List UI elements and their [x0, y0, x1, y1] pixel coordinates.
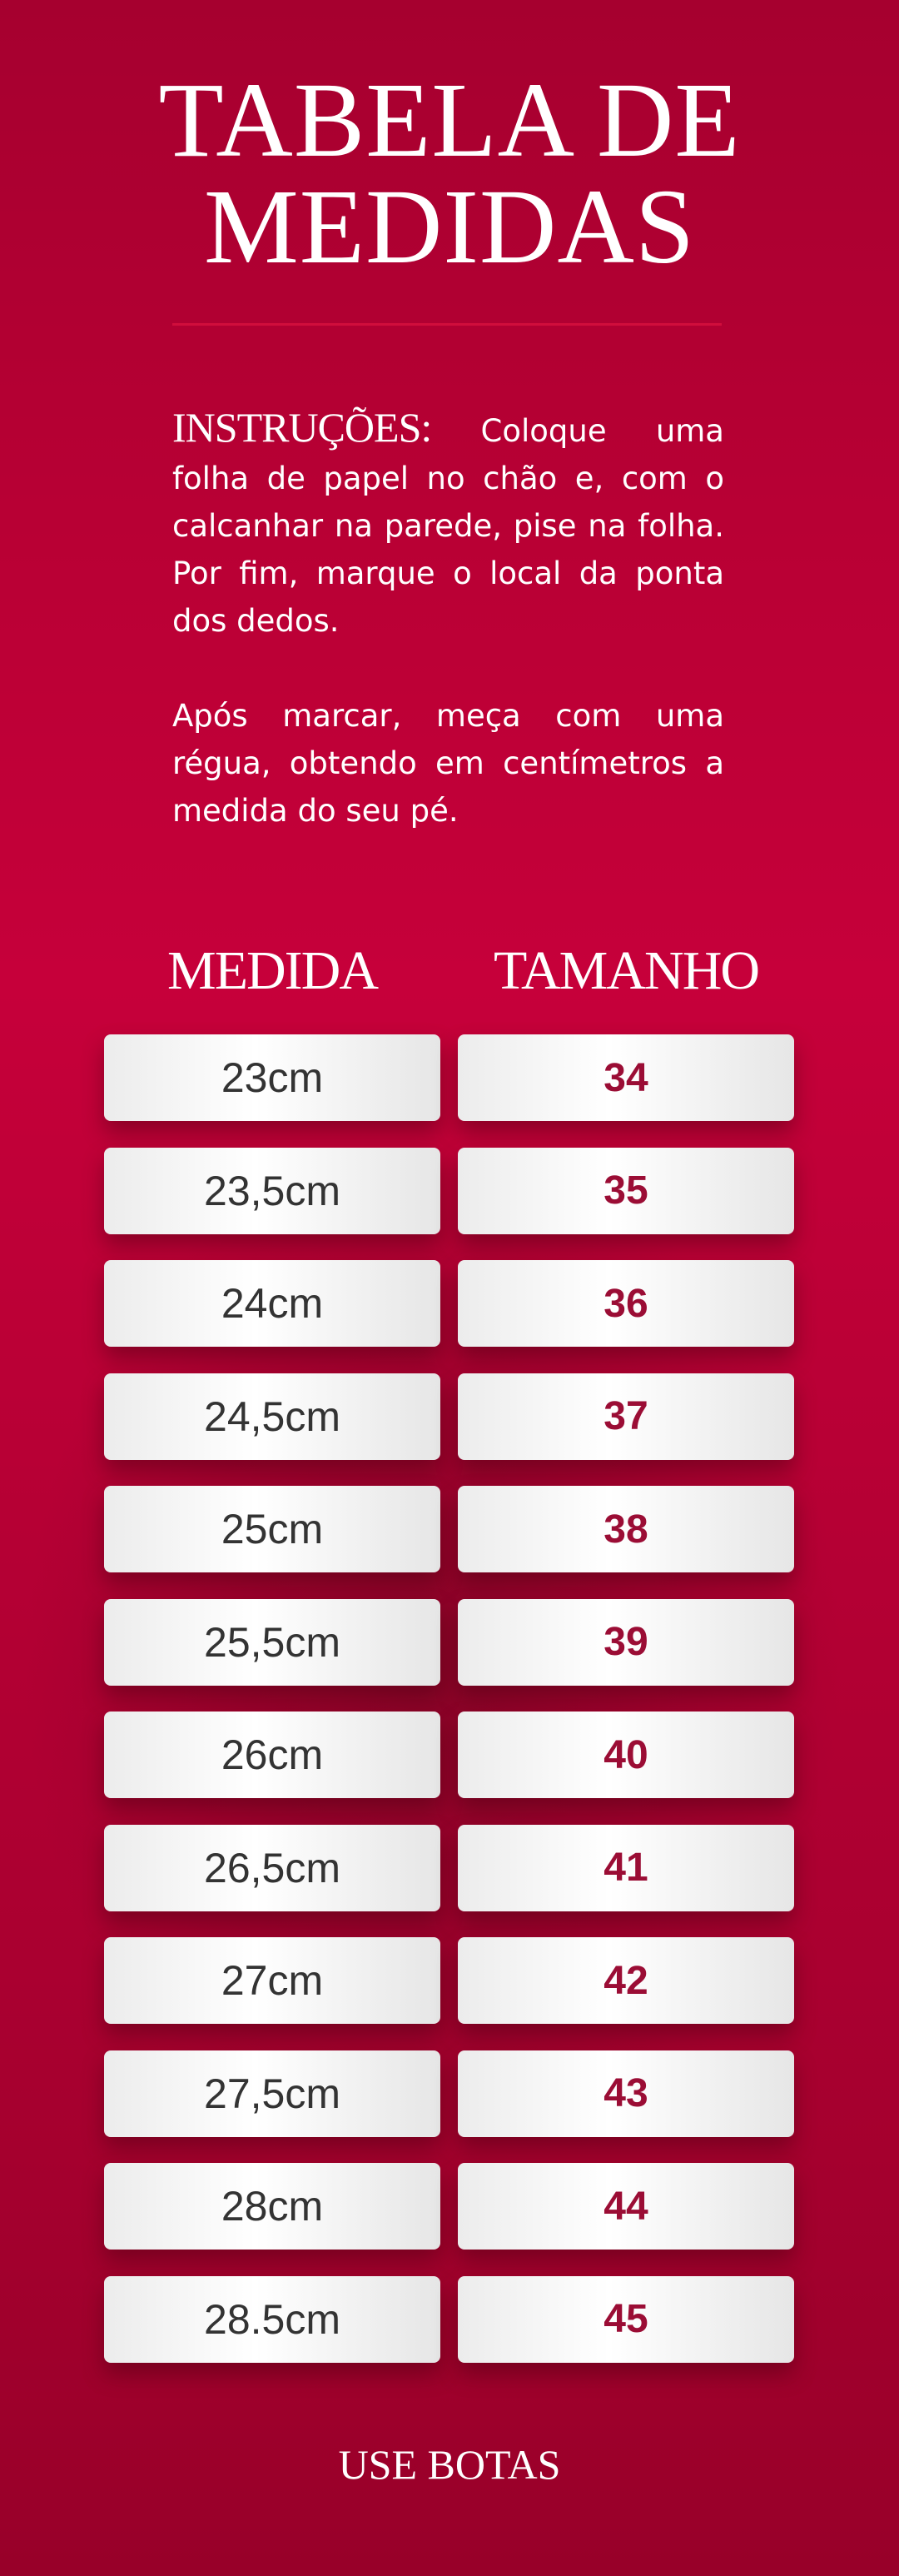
- measure-value: 28cm: [221, 2183, 324, 2230]
- header-tamanho: TAMANHO: [493, 940, 760, 1001]
- size-value: 35: [603, 1168, 648, 1213]
- measure-cell: 25,5cm: [104, 1598, 440, 1686]
- size-cell: 41: [458, 1824, 794, 1911]
- size-value: 43: [603, 2071, 648, 2115]
- size-value: 34: [603, 1055, 648, 1100]
- measure-cell: 26,5cm: [104, 1824, 440, 1911]
- measure-cell: 24cm: [104, 1260, 440, 1347]
- measure-cell: 27cm: [104, 1937, 440, 2024]
- size-cell: 38: [458, 1486, 794, 1572]
- size-value: 36: [603, 1281, 648, 1326]
- measure-cell: 27,5cm: [104, 2050, 440, 2137]
- instructions-text-1: Coloque uma folha de papel no chão e, co…: [172, 413, 724, 639]
- measure-value: 23cm: [221, 1054, 324, 1101]
- instructions: INSTRUÇÕES: Coloque uma folha de papel n…: [172, 404, 724, 882]
- table-row: 26,5cm 41: [0, 1824, 899, 1911]
- measure-value: 23,5cm: [204, 1167, 340, 1214]
- size-value: 38: [603, 1507, 648, 1552]
- measure-value: 27cm: [221, 1957, 324, 2004]
- measure-cell: 23,5cm: [104, 1147, 440, 1234]
- measure-value: 26cm: [221, 1731, 324, 1778]
- size-cell: 39: [458, 1598, 794, 1686]
- table-row: 27,5cm 43: [0, 2050, 899, 2137]
- table-row: 25cm 38: [0, 1486, 899, 1572]
- measure-value: 28.5cm: [204, 2295, 340, 2343]
- measure-value: 26,5cm: [204, 1844, 340, 1891]
- title-line-1: TABELA DE: [158, 61, 741, 179]
- size-value: 40: [603, 1732, 648, 1777]
- size-value: 44: [603, 2184, 648, 2229]
- measure-cell: 28.5cm: [104, 2275, 440, 2363]
- measure-value: 25,5cm: [204, 1618, 340, 1666]
- size-value: 45: [603, 2297, 648, 2341]
- size-cell: 44: [458, 2163, 794, 2250]
- table-row: 23cm 34: [0, 1034, 899, 1121]
- measure-cell: 24,5cm: [104, 1373, 440, 1460]
- measure-cell: 28cm: [104, 2163, 440, 2250]
- size-cell: 34: [458, 1034, 794, 1121]
- measure-value: 24cm: [221, 1280, 324, 1327]
- measure-cell: 25cm: [104, 1486, 440, 1572]
- measure-cell: 26cm: [104, 1712, 440, 1798]
- table-row: 24,5cm 37: [0, 1373, 899, 1460]
- footer-brand: USE BOTAS: [338, 2441, 561, 2488]
- size-value: 39: [603, 1620, 648, 1664]
- table-row: 28cm 44: [0, 2163, 899, 2250]
- size-value: 41: [603, 1846, 648, 1890]
- page-title: TABELA DE MEDIDAS: [0, 67, 899, 280]
- table-row: 25,5cm 39: [0, 1598, 899, 1686]
- table-row: 24cm 36: [0, 1260, 899, 1347]
- size-cell: 43: [458, 2050, 794, 2137]
- measure-value: 25cm: [221, 1506, 324, 1552]
- table-row: 27cm 42: [0, 1937, 899, 2024]
- table-row: 28.5cm 45: [0, 2275, 899, 2363]
- size-cell: 35: [458, 1147, 794, 1234]
- size-cell: 45: [458, 2275, 794, 2363]
- divider: [172, 323, 722, 326]
- size-cell: 40: [458, 1712, 794, 1798]
- measure-value: 24,5cm: [204, 1393, 340, 1440]
- measure-cell: 23cm: [104, 1034, 440, 1121]
- size-value: 37: [603, 1394, 648, 1438]
- instructions-label: INSTRUÇÕES:: [172, 404, 432, 451]
- size-value: 42: [603, 1958, 648, 2003]
- measure-value: 27,5cm: [204, 2070, 340, 2117]
- instructions-text-2: Após marcar, meça com uma régua, obtendo…: [172, 698, 724, 829]
- size-cell: 42: [458, 1937, 794, 2024]
- size-cell: 37: [458, 1373, 794, 1460]
- table-row: 26cm 40: [0, 1712, 899, 1798]
- title-line-2: MEDIDAS: [203, 167, 696, 286]
- header-medida: MEDIDA: [167, 940, 379, 1001]
- size-cell: 36: [458, 1260, 794, 1347]
- table-row: 23,5cm 35: [0, 1147, 899, 1234]
